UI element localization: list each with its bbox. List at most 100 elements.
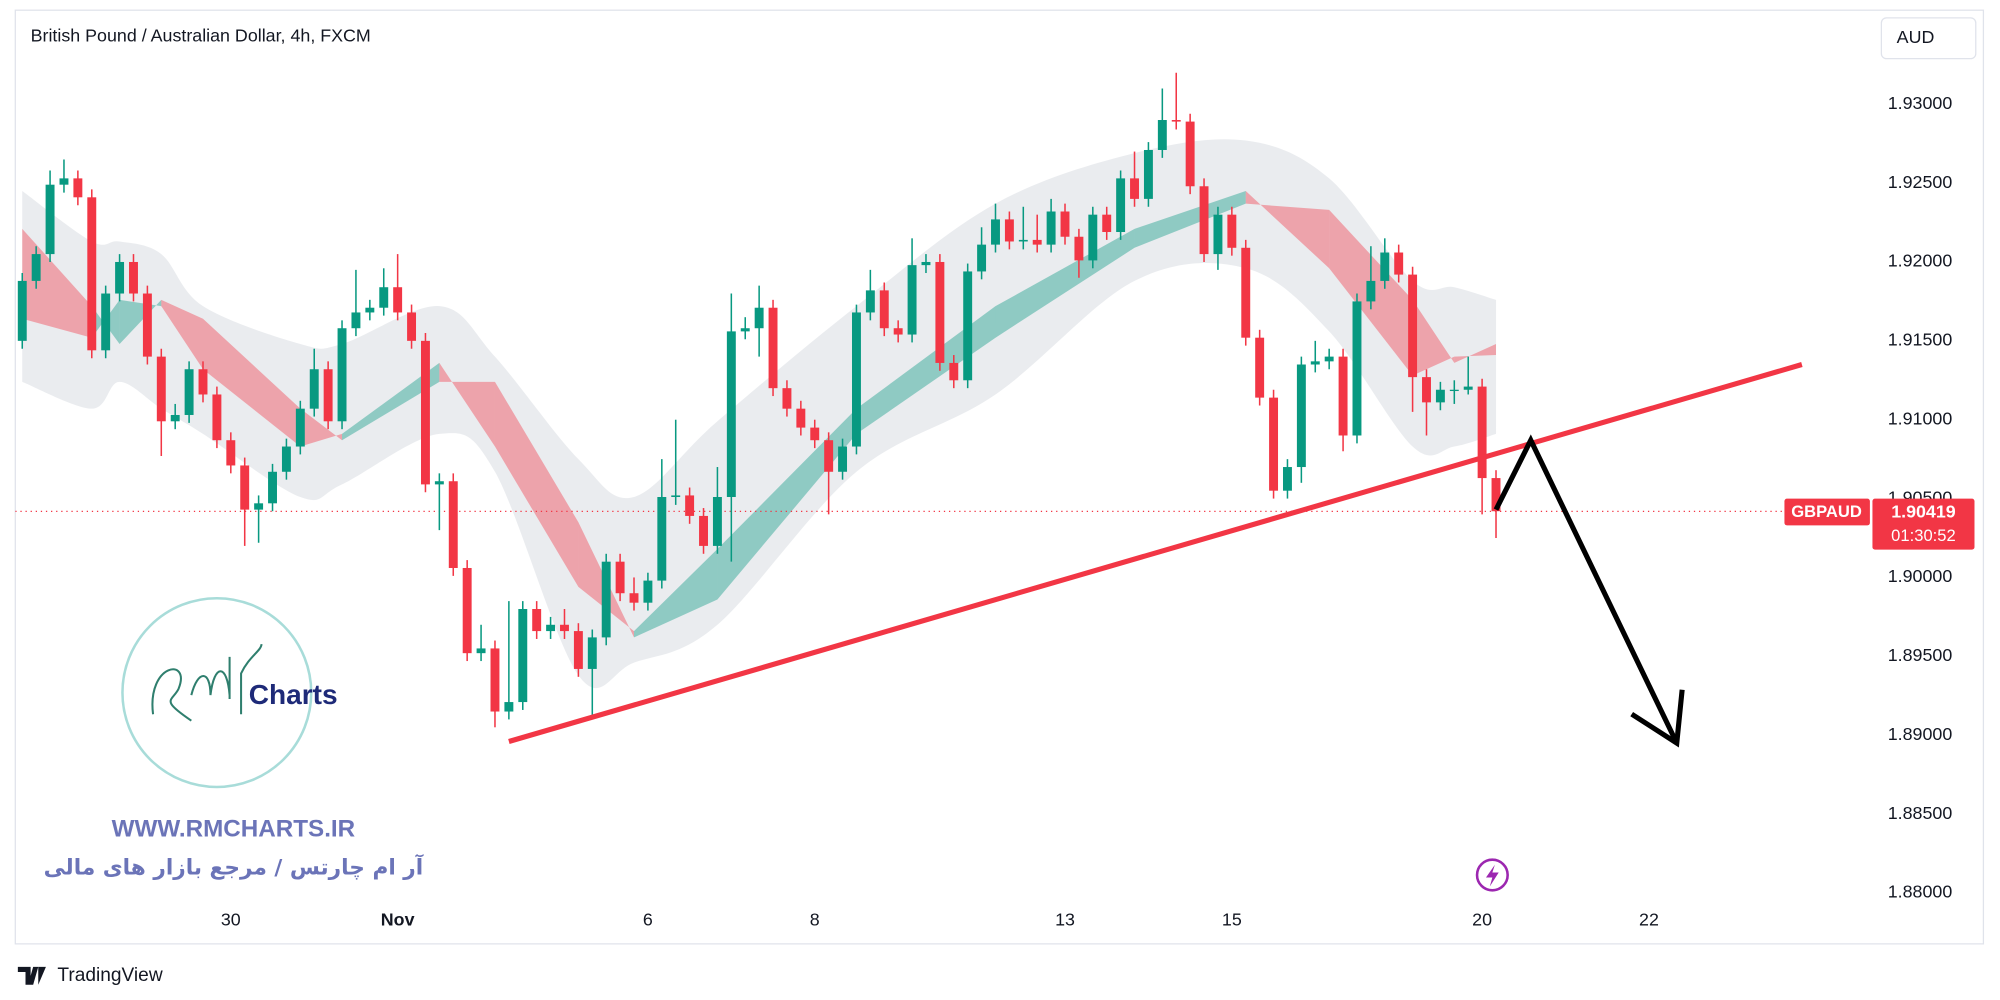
candle-body xyxy=(1408,274,1418,378)
candle-body xyxy=(198,369,208,395)
countdown-label: 01:30:52 xyxy=(1891,526,1956,545)
candle-body xyxy=(476,648,486,654)
candle-body xyxy=(504,702,514,712)
candle-body xyxy=(184,369,194,415)
price-tag xyxy=(1872,498,1975,550)
envelope-band xyxy=(22,139,1497,689)
candle-body xyxy=(1102,214,1112,233)
candle-body xyxy=(754,307,764,329)
candle-body xyxy=(657,497,667,581)
candle-body xyxy=(671,495,681,498)
candle-body xyxy=(1171,120,1181,122)
candle-body xyxy=(726,331,736,498)
y-tick-label: 1.89500 xyxy=(1888,645,1953,665)
candle-body xyxy=(1422,377,1431,403)
candle-body xyxy=(1032,239,1042,245)
candle-body xyxy=(1143,149,1153,199)
candle-body xyxy=(838,446,848,472)
candle-body xyxy=(1213,214,1223,255)
y-tick-label: 1.88500 xyxy=(1888,803,1953,823)
candle-body xyxy=(17,280,27,341)
arrow-head xyxy=(1630,689,1685,748)
trendline xyxy=(508,362,1803,744)
x-tick-label: 8 xyxy=(810,910,820,930)
candle-body xyxy=(45,184,55,255)
candle-body xyxy=(448,481,458,568)
candle-body xyxy=(1282,467,1292,491)
y-tick-label: 1.91500 xyxy=(1888,330,1953,350)
candle-body xyxy=(963,271,973,381)
candle-body xyxy=(865,290,875,313)
candle-body xyxy=(1449,389,1459,392)
candle-body xyxy=(712,497,722,546)
candle-body xyxy=(115,261,125,294)
footer-brand: TradingView xyxy=(57,965,162,986)
candle-body xyxy=(768,307,778,389)
candle-body xyxy=(462,567,472,654)
candle-body xyxy=(824,440,834,472)
candle-body xyxy=(546,624,556,632)
candle-body xyxy=(1366,280,1376,302)
candle-body xyxy=(407,312,417,341)
candle-body xyxy=(101,293,111,351)
ribbon-segment xyxy=(1134,190,1246,248)
candle-body xyxy=(629,593,639,603)
currency-button[interactable] xyxy=(1880,17,1977,60)
candle-body xyxy=(1060,211,1070,237)
ribbon-segment xyxy=(717,408,857,600)
candle-body xyxy=(31,254,41,281)
currency-label[interactable]: AUD xyxy=(1897,27,1935,47)
candle-body xyxy=(1296,364,1306,468)
candle-body xyxy=(156,356,166,422)
candle-body xyxy=(434,481,444,485)
candle-body xyxy=(1130,178,1139,199)
watermark-tagline: آر ام چارتس / مرجع بازار های مالی xyxy=(44,854,424,881)
ribbon-segment xyxy=(995,228,1135,338)
candle-body xyxy=(1324,356,1334,362)
candle-body xyxy=(1269,397,1279,491)
candle-body xyxy=(254,503,264,510)
ribbon-segment xyxy=(161,299,204,370)
y-tick-label: 1.92500 xyxy=(1888,172,1953,192)
candle-body xyxy=(142,293,152,357)
candle-body xyxy=(532,608,542,632)
candle-body xyxy=(601,561,611,638)
candle-body xyxy=(1004,219,1014,242)
watermark: Charts WWW.RMCHARTS.IR آر ام چارتس / مرج… xyxy=(44,596,424,881)
candle-body xyxy=(309,369,319,409)
icon-circle[interactable] xyxy=(1475,858,1509,892)
x-tick-label: 13 xyxy=(1055,910,1075,930)
candle-body xyxy=(796,408,806,428)
candle-body xyxy=(365,307,375,313)
candle-body xyxy=(907,265,917,335)
x-tick-label: 6 xyxy=(643,910,653,930)
candle-body xyxy=(699,515,708,546)
candle-body xyxy=(740,328,750,332)
ribbon-segment xyxy=(1454,344,1497,363)
candle-body xyxy=(615,561,625,594)
arrow-path xyxy=(1493,434,1680,745)
candle-body xyxy=(1157,120,1167,150)
candle-body xyxy=(323,369,333,422)
chart-title: British Pound / Australian Dollar, 4h, F… xyxy=(31,26,371,46)
candle-body xyxy=(87,197,97,351)
candle-body xyxy=(1046,211,1056,245)
ribbon-segment xyxy=(300,408,343,447)
ribbon-segment xyxy=(634,549,718,638)
candle-body xyxy=(949,362,959,381)
watermark-url: WWW.RMCHARTS.IR xyxy=(112,816,356,843)
candle-body xyxy=(587,637,597,669)
icon-bolt[interactable] xyxy=(1485,864,1499,887)
candle-body xyxy=(1088,214,1098,261)
candle-body xyxy=(1310,361,1320,365)
candle-body xyxy=(281,446,291,472)
candle-body xyxy=(573,631,583,669)
candle-body xyxy=(921,261,931,266)
candle-body xyxy=(560,624,569,632)
candle-body xyxy=(1380,252,1390,281)
candle-body xyxy=(1018,239,1028,242)
candle-body xyxy=(1491,478,1501,512)
lightning-icon[interactable] xyxy=(1475,858,1509,892)
